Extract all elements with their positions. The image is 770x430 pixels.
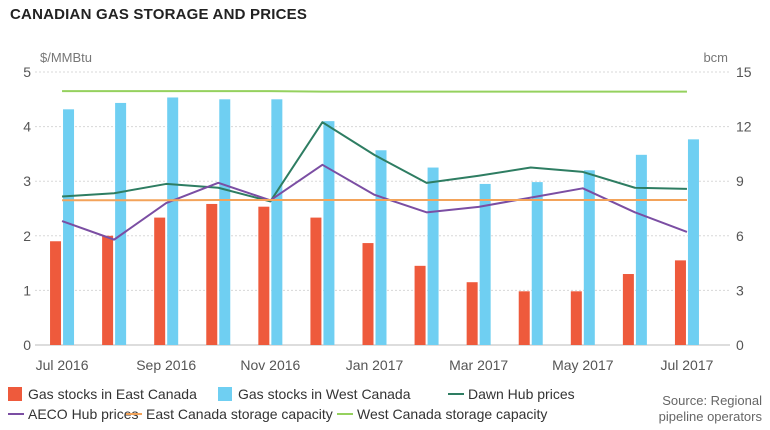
bar-west xyxy=(635,154,647,345)
bar-east xyxy=(570,291,582,345)
bar-east xyxy=(622,274,634,345)
bar-east xyxy=(362,243,374,345)
legend-label: Dawn Hub prices xyxy=(468,386,575,402)
x-tick-label: Sep 2016 xyxy=(136,357,196,373)
y-left-unit: $/MMBtu xyxy=(40,50,92,65)
bar-east xyxy=(258,206,270,345)
legend-label: Gas stocks in East Canada xyxy=(28,386,197,402)
line-series-0 xyxy=(61,121,687,203)
legend-swatch xyxy=(8,387,22,401)
bar-west xyxy=(531,182,543,345)
legend-label: East Canada storage capacity xyxy=(146,406,333,422)
bar-east xyxy=(414,265,426,345)
legend-label: AECO Hub prices xyxy=(28,406,138,422)
y-left-tick-label: 3 xyxy=(23,173,31,189)
y-right-tick-label: 6 xyxy=(736,228,744,244)
bar-east xyxy=(50,241,62,345)
bar-east xyxy=(466,282,478,345)
y-left-tick-label: 1 xyxy=(23,282,31,298)
y-right-tick-label: 0 xyxy=(736,337,744,353)
bar-west xyxy=(479,183,491,345)
bar-east xyxy=(674,260,686,345)
source-note: pipeline operators xyxy=(659,409,763,424)
legend-label: Gas stocks in West Canada xyxy=(238,386,411,402)
bar-west xyxy=(375,150,387,345)
bar-east xyxy=(154,217,166,345)
y-right-tick-label: 15 xyxy=(736,64,752,80)
bar-west xyxy=(271,99,283,345)
source-note: Source: Regional xyxy=(662,393,762,408)
bar-west xyxy=(583,170,595,345)
y-right-tick-label: 3 xyxy=(736,282,744,298)
x-tick-label: Mar 2017 xyxy=(449,357,508,373)
legend-swatch xyxy=(218,387,232,401)
y-left-tick-label: 0 xyxy=(23,337,31,353)
legend-label: West Canada storage capacity xyxy=(357,406,547,422)
bar-west xyxy=(427,167,439,345)
bar-west xyxy=(219,99,231,345)
y-left-tick-label: 2 xyxy=(23,228,31,244)
y-left-tick-label: 5 xyxy=(23,64,31,80)
bar-east xyxy=(102,235,114,345)
line-series-1 xyxy=(61,163,688,241)
bar-east xyxy=(518,291,530,345)
y-right-tick-label: 9 xyxy=(736,173,744,189)
x-tick-label: May 2017 xyxy=(552,357,614,373)
x-tick-label: Jul 2016 xyxy=(36,357,89,373)
bar-west xyxy=(687,139,699,345)
y-right-unit: bcm xyxy=(703,50,728,65)
bar-west xyxy=(63,109,75,345)
x-tick-label: Jan 2017 xyxy=(346,357,404,373)
bar-west xyxy=(323,121,335,345)
bar-east xyxy=(310,217,322,345)
chart-title: CANADIAN GAS STORAGE AND PRICES xyxy=(10,6,308,23)
y-left-tick-label: 4 xyxy=(23,119,31,135)
x-tick-label: Nov 2016 xyxy=(240,357,300,373)
x-tick-label: Jul 2017 xyxy=(660,357,713,373)
bar-east xyxy=(206,203,218,345)
y-right-tick-label: 12 xyxy=(736,119,752,135)
line-series-3 xyxy=(62,90,687,93)
bar-west xyxy=(167,97,179,345)
bar-west xyxy=(115,102,127,345)
